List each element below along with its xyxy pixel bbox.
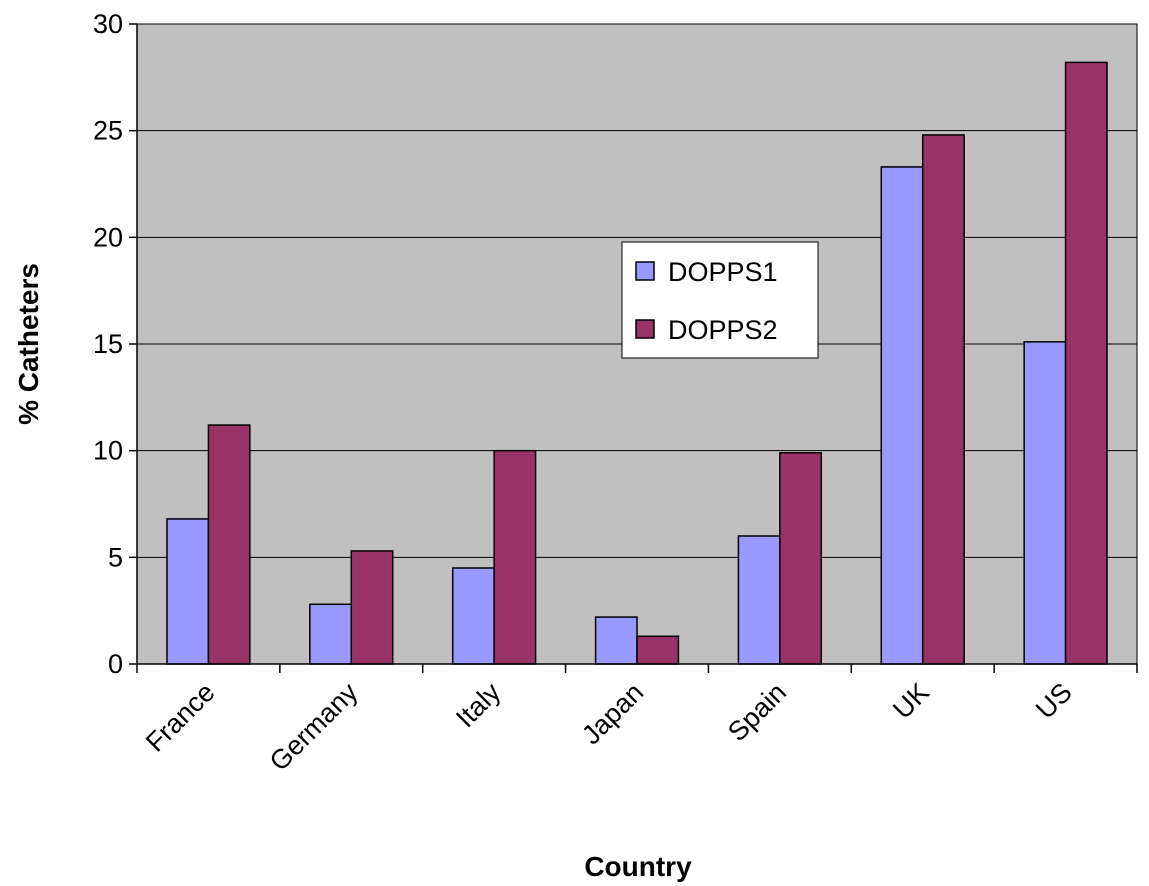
x-tick-label: Japan: [576, 677, 649, 750]
y-tick-label: 30: [93, 9, 123, 39]
bars: [166, 61, 1108, 665]
x-tick-labels: France Germany Italy Japan Spain UK US: [136, 664, 1138, 777]
x-tick-label: US: [1030, 677, 1078, 725]
y-tick-labels: 0 5 10 15 20 25 30: [93, 9, 137, 679]
y-tick-label: 5: [108, 542, 123, 572]
bar-dopps1-germany: [309, 603, 353, 665]
x-axis-title: Country: [584, 851, 692, 882]
x-tick-label: Italy: [450, 677, 507, 734]
x-tick-label: France: [140, 677, 221, 758]
legend-swatch-dopps2: [635, 319, 655, 339]
bar-dopps1-japan: [594, 616, 638, 665]
bar-dopps1-italy: [451, 567, 495, 665]
bar-dopps1-france: [166, 518, 210, 665]
x-tick-label: Germany: [264, 677, 364, 777]
bar-dopps2-japan: [636, 635, 680, 665]
y-tick-label: 15: [93, 329, 123, 359]
bar-dopps2-uk: [921, 134, 965, 665]
x-tick-label: Spain: [722, 677, 792, 747]
legend-swatch-dopps1: [635, 261, 655, 281]
y-tick-label: 10: [93, 436, 123, 466]
legend: DOPPS1 DOPPS2: [621, 241, 819, 359]
y-tick-label: 0: [108, 649, 123, 679]
bar-dopps2-us: [1064, 61, 1108, 665]
bar-dopps1-uk: [880, 166, 924, 665]
bar-dopps1-spain: [737, 535, 781, 665]
y-axis-title: % Catheters: [13, 263, 44, 425]
y-tick-label: 25: [93, 116, 123, 146]
bar-dopps1-us: [1023, 341, 1067, 665]
bar-dopps2-italy: [493, 449, 537, 665]
legend-label-dopps1: DOPPS1: [668, 257, 778, 287]
y-tick-label: 20: [93, 222, 123, 252]
bar-dopps2-spain: [779, 452, 823, 665]
bar-dopps2-france: [207, 424, 251, 665]
gridlines: [137, 23, 1137, 558]
legend-label-dopps2: DOPPS2: [668, 315, 778, 345]
bar-dopps2-germany: [350, 550, 394, 665]
x-tick-label: UK: [887, 677, 935, 725]
